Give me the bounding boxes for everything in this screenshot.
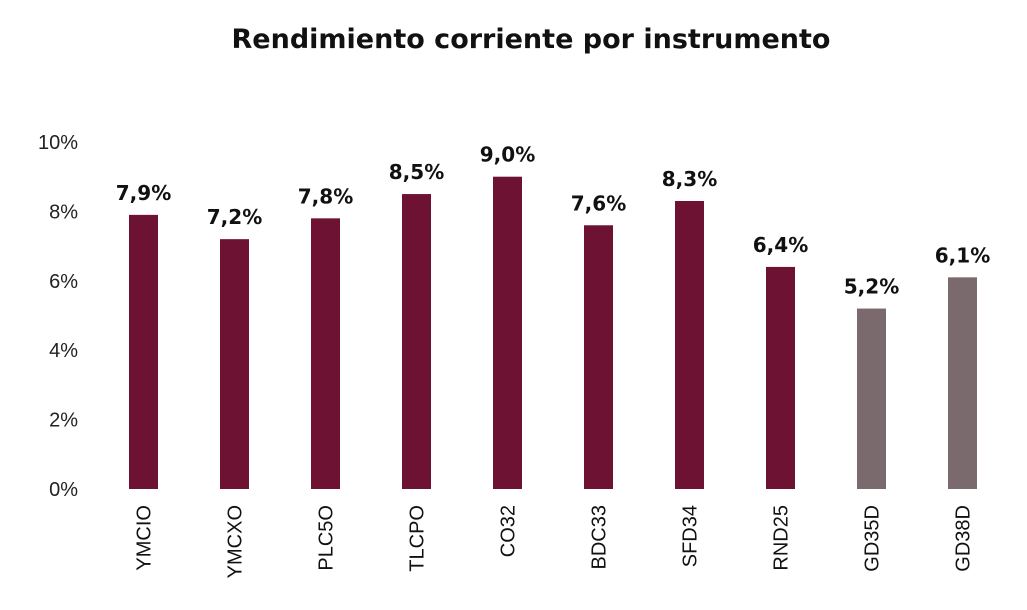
y-tick-label: 2% bbox=[49, 410, 78, 432]
x-tick-label: YMCIO bbox=[134, 505, 156, 571]
data-label: 7,8% bbox=[298, 184, 353, 208]
y-tick-label: 4% bbox=[49, 340, 78, 362]
x-tick-label: BDC33 bbox=[589, 505, 611, 569]
data-label: 8,5% bbox=[389, 160, 444, 184]
x-tick-label: GD38D bbox=[953, 505, 975, 572]
data-label: 5,2% bbox=[844, 275, 899, 299]
y-tick-label: 10% bbox=[38, 132, 78, 154]
data-label: 6,4% bbox=[753, 233, 808, 257]
bar-ymcio bbox=[129, 214, 158, 489]
bar-rnd25 bbox=[766, 266, 795, 489]
data-label: 7,2% bbox=[207, 205, 262, 229]
data-label: 7,6% bbox=[571, 191, 626, 215]
data-label: 9,0% bbox=[480, 143, 535, 167]
bar-gd35d bbox=[857, 308, 886, 489]
x-tick-label: SFD34 bbox=[680, 505, 702, 567]
data-label: 7,9% bbox=[116, 181, 171, 205]
bar-plc5o bbox=[311, 218, 340, 489]
x-tick-label: PLC5O bbox=[316, 505, 338, 571]
bar-ymcxo bbox=[220, 239, 249, 489]
bar-co32 bbox=[493, 176, 522, 489]
y-tick-label: 8% bbox=[49, 201, 78, 223]
data-label: 6,1% bbox=[935, 243, 990, 267]
x-tick-label: CO32 bbox=[498, 505, 520, 557]
x-tick-label: YMCXO bbox=[225, 505, 247, 578]
y-tick-label: 0% bbox=[49, 479, 78, 501]
x-tick-label: RND25 bbox=[771, 505, 793, 571]
x-tick-label: TLCPO bbox=[407, 505, 429, 572]
y-tick-label: 6% bbox=[49, 271, 78, 293]
bar-gd38d bbox=[948, 277, 977, 489]
chart-title: Rendimiento corriente por instrumento bbox=[231, 24, 831, 55]
x-tick-label: GD35D bbox=[862, 505, 884, 572]
bar-tlcpo bbox=[402, 194, 431, 490]
bar-sfd34 bbox=[675, 200, 704, 490]
bar-bdc33 bbox=[584, 225, 613, 489]
data-label: 8,3% bbox=[662, 167, 717, 191]
